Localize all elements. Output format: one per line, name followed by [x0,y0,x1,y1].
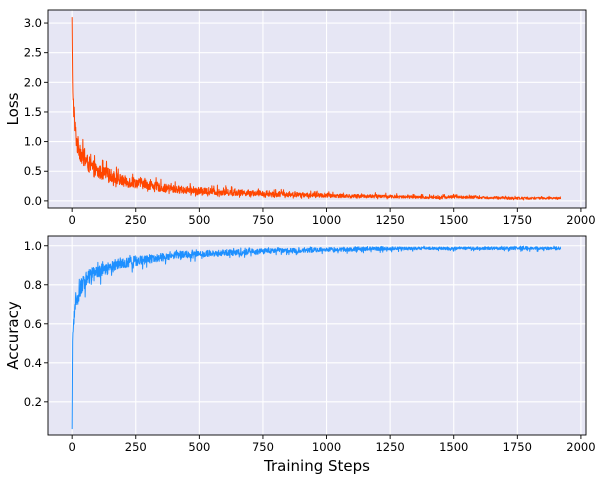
loss-panel: 0 250 500 750 1000 1250 1500 1750 2000 0.0 0.5 1.0 1… [4,9,596,227]
y-tick-label: 2.0 [24,75,42,89]
x-tick-label: 1750 [503,440,532,454]
x-tick-label: 0 [69,440,76,454]
y-axis-label: Loss [4,92,22,125]
loss-series-line [71,17,562,201]
x-tick-label: 250 [125,213,147,227]
y-tick-label: 1.0 [24,239,42,253]
x-tick-label: 500 [188,213,210,227]
plot-frame [47,235,587,436]
y-tick-label: 1.0 [24,135,42,149]
y-tick-label: 0.2 [24,395,42,409]
plot-frame [47,9,587,209]
x-tick-label: 1000 [312,440,341,454]
x-tick-label: 250 [125,440,147,454]
x-axis-label: Training Steps [263,457,370,475]
y-tick-label: 0.8 [24,278,42,292]
x-tick-label: 2000 [566,440,595,454]
x-tick-label: 750 [252,440,274,454]
y-tick-label: 3.0 [24,16,42,30]
y-tick-label: 0.4 [24,356,42,370]
x-tick-label: 750 [252,213,274,227]
plot-area [48,10,586,208]
x-tick-label: 1750 [503,213,532,227]
x-tick-label: 1250 [375,440,404,454]
y-tick-label: 0.6 [24,317,42,331]
x-tick-label: 1500 [439,440,468,454]
x-tick-label: 2000 [566,213,595,227]
x-tick-label: 500 [188,440,210,454]
y-axis-label: Accuracy [4,301,22,370]
y-tick-label: 2.5 [24,46,42,60]
x-tick-label: 1500 [439,213,468,227]
y-tick-label: 1.5 [24,105,42,119]
accuracy-panel: 0 250 500 750 1000 1250 1500 1750 2000 0.2 0.4 0.6 0… [4,235,596,475]
x-tick-label: 1000 [312,213,341,227]
y-tick-label: 0.0 [24,194,42,208]
x-tick-label: 0 [69,213,76,227]
accuracy-series-line [71,245,562,430]
x-tick-label: 1250 [375,213,404,227]
y-tick-label: 0.5 [24,164,42,178]
